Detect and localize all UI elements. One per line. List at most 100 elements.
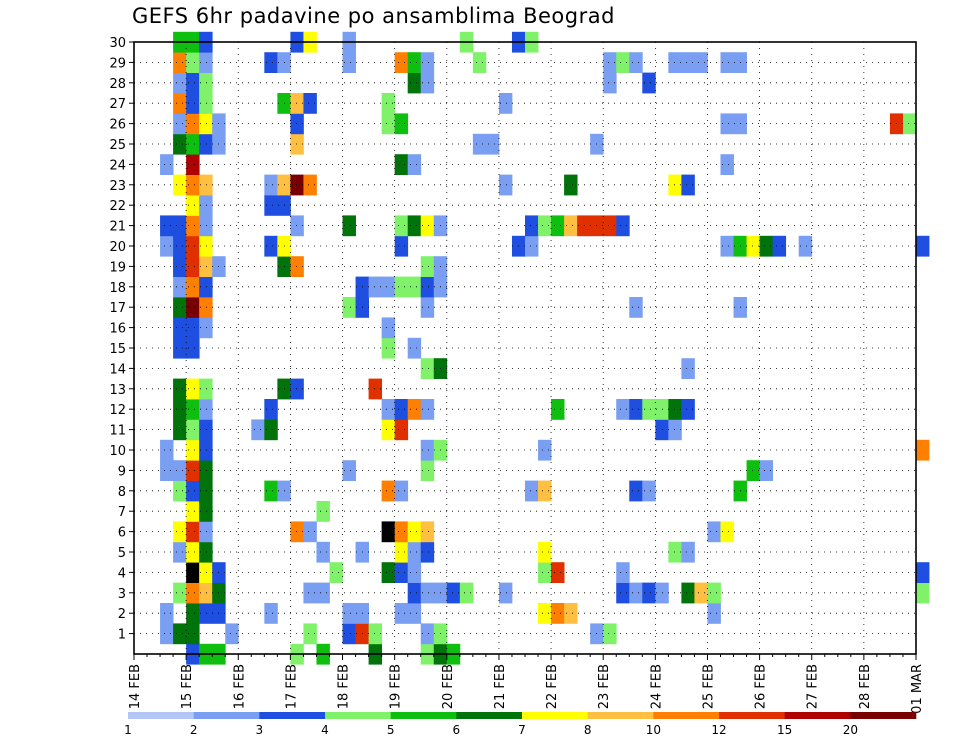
heatmap-cell [186,501,200,522]
heatmap-cell [407,276,422,298]
y-tick-label: 9 [118,464,126,479]
heatmap-cell [199,439,213,461]
heatmap-cell [225,623,239,645]
heatmap-cell [290,93,304,114]
heatmap-cell [498,93,513,114]
heatmap-cell [199,521,213,543]
heatmap-cell [564,215,578,237]
heatmap-cell [394,399,409,420]
heatmap-cell [394,562,409,583]
y-tick-label: 21 [109,220,126,235]
heatmap-cell [902,113,917,135]
heatmap-cell [420,399,435,420]
heatmap-cell [916,439,930,461]
colorbar-swatch [587,712,654,719]
heatmap-cell [173,399,187,420]
heatmap-cell [199,133,213,155]
heatmap-cell [173,623,187,645]
heatmap-cell [407,72,422,94]
colorbar-swatch [259,712,326,719]
heatmap-cell [381,93,396,114]
heatmap-cell [420,256,435,277]
heatmap-cell [186,174,200,196]
y-tick-label: 4 [118,566,126,581]
heatmap-cell [186,562,200,583]
heatmap-cell [707,582,721,604]
heatmap-cell [394,541,409,563]
heatmap-cell [420,358,435,379]
heatmap-cell [616,399,630,420]
heatmap-cell [264,174,278,196]
heatmap-cell [603,52,617,73]
heatmap-cell [186,603,200,624]
y-tick-label: 13 [109,383,126,398]
y-tick-label: 7 [118,505,126,520]
heatmap-cell [668,174,682,196]
heatmap-cell [160,460,174,481]
y-tick-label: 14 [109,362,126,377]
heatmap-cell [472,52,487,73]
heatmap-cell [173,174,187,196]
heatmap-cell [407,582,422,604]
heatmap-cell [186,521,200,543]
heatmap-cell [420,623,435,645]
y-tick-label: 28 [109,77,126,92]
heatmap-cell [498,174,513,196]
y-tick-label: 29 [109,56,126,71]
heatmap-cell [368,623,383,645]
heatmap-cell [394,603,409,624]
heatmap-cell [720,235,734,257]
heatmap-cell [199,460,213,481]
x-tick-label: 18 FEB [337,664,352,709]
x-tick-label: 16 FEB [232,664,247,709]
colorbar-label: 4 [321,723,329,737]
x-tick-label: 23 FEB [597,664,612,709]
heatmap-cell [746,235,760,257]
heatmap-cell [629,297,643,318]
heatmap-cell [381,113,396,135]
heatmap-cell [407,399,422,420]
heatmap-cell [668,541,682,563]
heatmap-cell [316,541,330,563]
heatmap-cell [173,419,187,441]
heatmap-cell [186,582,200,604]
y-tick-label: 27 [109,97,126,112]
heatmap-cell [316,501,330,522]
heatmap-cell [720,52,734,73]
heatmap-cell [772,235,787,257]
heatmap-cell [173,256,187,277]
heatmap-cell [186,337,200,359]
heatmap-cell [342,52,356,73]
heatmap-cell [394,113,409,135]
heatmap-cell [173,297,187,318]
y-tick-label: 15 [109,342,126,357]
heatmap-cell [186,317,200,339]
heatmap-cell [681,399,695,420]
heatmap-cell [199,93,213,114]
heatmap-cell [290,256,304,277]
heatmap-cell [525,235,539,257]
heatmap-cell [173,317,187,339]
heatmap-cell [629,582,643,604]
heatmap-cell [681,358,695,379]
colorbar-label: 15 [777,723,792,737]
heatmap-cell [173,541,187,563]
heatmap-cell [538,603,552,624]
heatmap-cell [603,215,617,237]
y-tick-label: 20 [109,240,126,255]
y-tick-label: 17 [109,301,126,316]
heatmap-cell [446,582,461,604]
heatmap-cell [199,603,213,624]
heatmap-cell [199,174,213,196]
heatmap-cell [199,378,213,400]
colorbar-swatch [128,712,194,719]
x-tick-label: 26 FEB [754,664,769,709]
heatmap-cell [538,215,552,237]
colorbar-label: 5 [387,723,395,737]
heatmap-cell [616,215,630,237]
heatmap-cell [186,297,200,318]
heatmap-cell [407,521,422,543]
x-tick-label: 14 FEB [128,664,143,709]
heatmap-cell [173,582,187,604]
heatmap-cell [186,113,200,135]
